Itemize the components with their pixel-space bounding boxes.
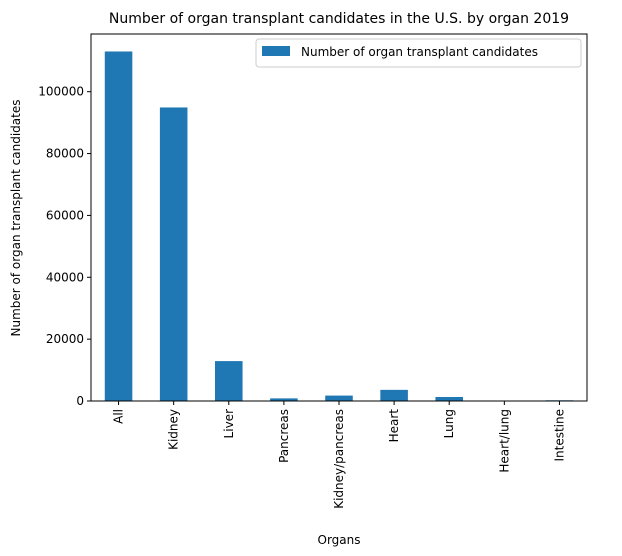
bar-liver [215, 361, 243, 401]
bar-kidney [160, 107, 188, 401]
x-tick-label: Heart/lung [497, 409, 511, 473]
x-tick-label: Liver [222, 409, 236, 439]
y-tick-label: 100000 [38, 85, 84, 99]
x-tick-label: Pancreas [277, 409, 291, 463]
x-tick-label: Kidney [167, 409, 181, 450]
bar-heart [380, 390, 408, 401]
x-tick-label: All [112, 409, 126, 424]
x-tick-label: Heart [387, 409, 401, 443]
legend: Number of organ transplant candidates [256, 39, 581, 67]
bar-lung [435, 397, 463, 401]
y-axis-ticks: 0 20000 40000 60000 80000 100000 [38, 85, 91, 408]
y-axis-title: Number of organ transplant candidates [9, 100, 23, 337]
y-tick-label: 60000 [46, 208, 84, 222]
x-axis-title: Organs [318, 533, 361, 547]
chart-title: Number of organ transplant candidates in… [109, 11, 569, 27]
x-tick-label: Intestine [552, 409, 566, 462]
x-tick-label: Lung [442, 409, 456, 438]
bar-kidney-pancreas [325, 396, 353, 401]
y-tick-label: 20000 [46, 332, 84, 346]
legend-label: Number of organ transplant candidates [301, 45, 538, 59]
y-tick-label: 0 [76, 394, 84, 408]
bar-all [105, 51, 133, 401]
x-tick-label: Kidney/pancreas [332, 409, 346, 509]
bars-group [105, 51, 573, 401]
y-tick-label: 80000 [46, 147, 84, 161]
x-axis-ticks: All Kidney Liver Pancreas Kidney/pancreas Hea… [112, 401, 567, 509]
legend-swatch [262, 46, 290, 56]
y-tick-label: 40000 [46, 270, 84, 284]
